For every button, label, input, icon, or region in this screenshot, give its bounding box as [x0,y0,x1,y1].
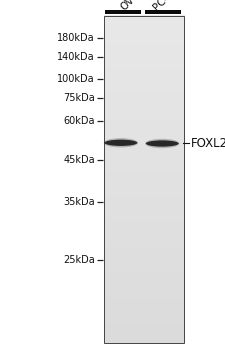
Text: PC-3: PC-3 [151,0,174,12]
Bar [144,10,180,14]
Text: 75kDa: 75kDa [63,93,94,103]
Bar [104,16,183,343]
Text: 100kDa: 100kDa [57,75,94,84]
Text: 25kDa: 25kDa [63,255,94,265]
Text: 60kDa: 60kDa [63,116,94,126]
Ellipse shape [144,139,179,148]
Text: 140kDa: 140kDa [57,52,94,62]
Text: 180kDa: 180kDa [57,33,94,43]
Text: 35kDa: 35kDa [63,197,94,206]
Ellipse shape [103,138,137,148]
Text: OVCAR3: OVCAR3 [118,0,155,12]
Bar [105,10,141,14]
Ellipse shape [104,140,137,146]
Ellipse shape [145,140,178,147]
Text: 45kDa: 45kDa [63,155,94,164]
Text: FOXL2: FOXL2 [190,136,225,150]
